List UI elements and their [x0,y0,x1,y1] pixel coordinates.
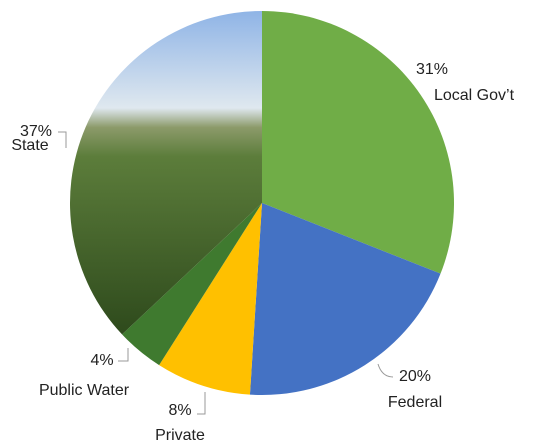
leader-line [118,348,128,361]
value-label: 20% [399,368,431,385]
pie [70,11,454,395]
chart: 31% Local Gov’t 20% Federal 8% Private 4% Publi… [0,0,548,446]
value-label: 8% [168,402,191,419]
value-label: 31% [416,61,448,78]
category-label: Public Water [39,382,130,399]
category-label: Private [155,427,205,444]
category-label: Federal [388,394,442,411]
leader-line [197,392,205,414]
category-label: Local Gov’t [434,87,515,104]
category-label: State [11,137,48,154]
value-label: 4% [90,352,113,369]
leader-line [58,132,66,148]
leader-line [378,364,393,377]
